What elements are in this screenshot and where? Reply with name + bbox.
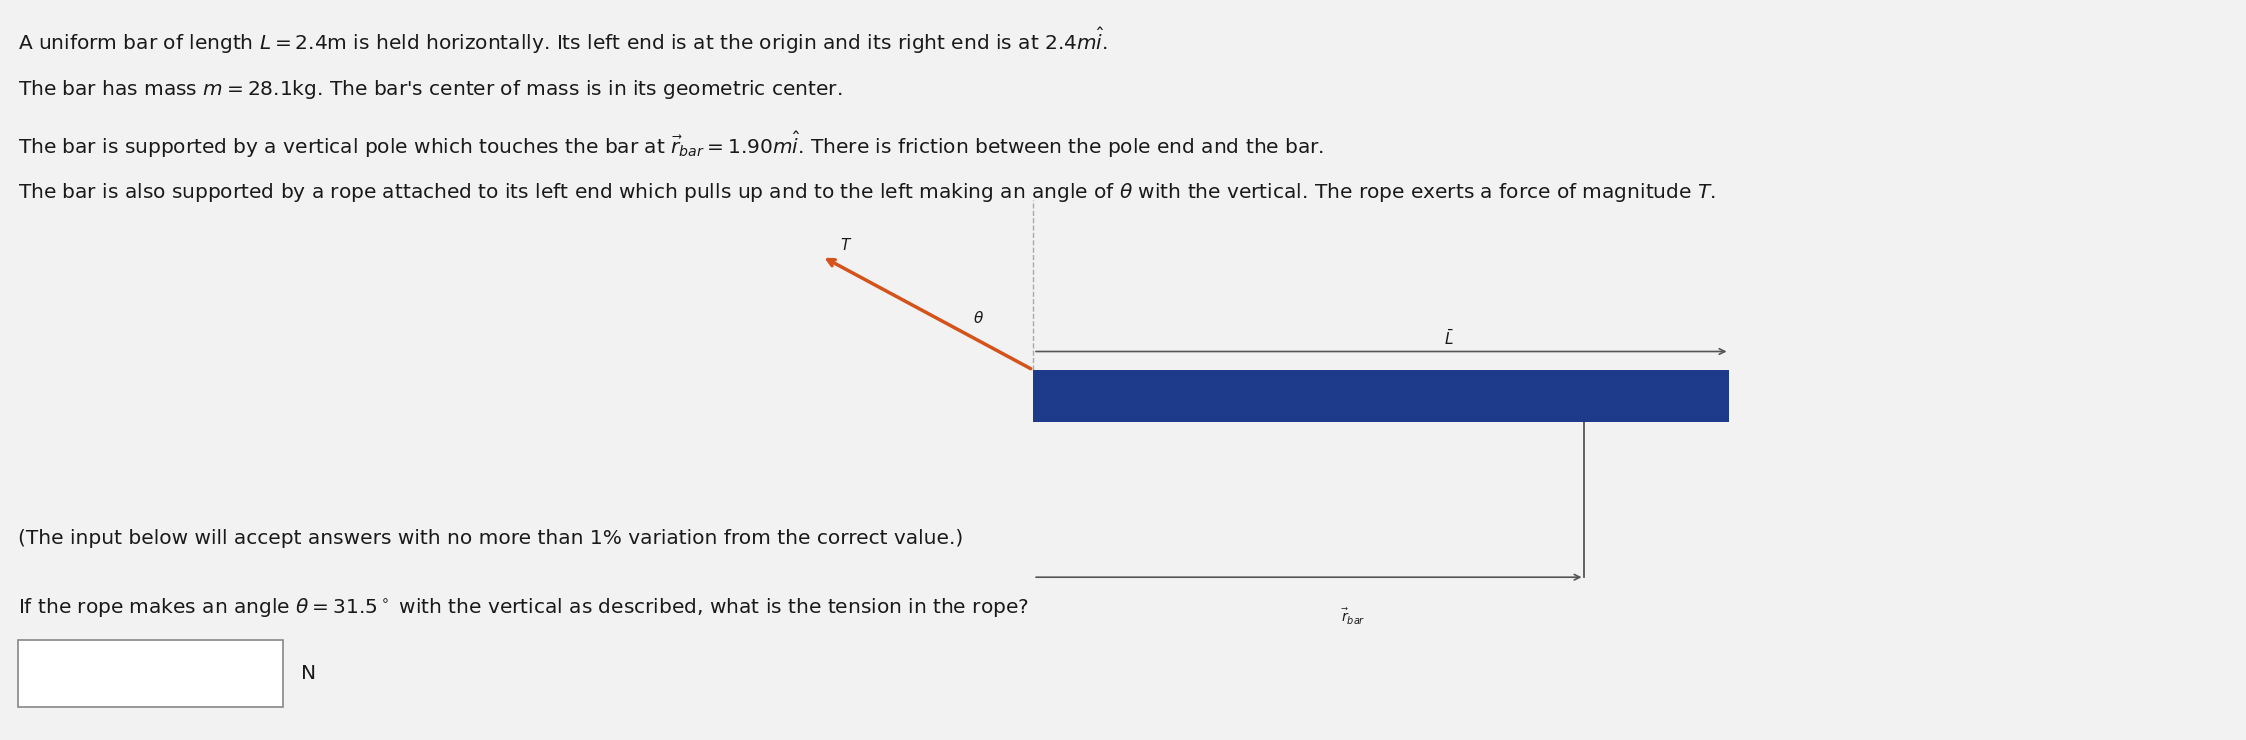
Bar — [1033, 370, 1729, 422]
Text: $\bar{L}$: $\bar{L}$ — [1444, 329, 1453, 348]
Text: $T$: $T$ — [840, 237, 851, 253]
Text: $\theta$: $\theta$ — [973, 310, 984, 326]
Bar — [18, 640, 283, 707]
Text: The bar has mass $m = 28.1$kg. The bar's center of mass is in its geometric cent: The bar has mass $m = 28.1$kg. The bar's… — [18, 78, 842, 101]
Text: If the rope makes an angle $\theta = 31.5^\circ$ with the vertical as described,: If the rope makes an angle $\theta = 31.… — [18, 596, 1029, 619]
Text: A uniform bar of length $L = 2.4$m is held horizontally. Its left end is at the : A uniform bar of length $L = 2.4$m is he… — [18, 26, 1107, 56]
Text: The bar is supported by a vertical pole which touches the bar at $\vec{r}_{bar} : The bar is supported by a vertical pole … — [18, 130, 1325, 160]
Text: (The input below will accept answers with no more than 1% variation from the cor: (The input below will accept answers wit… — [18, 529, 964, 548]
Text: N: N — [301, 664, 317, 683]
Text: $\vec{r}_{bar}$: $\vec{r}_{bar}$ — [1341, 607, 1366, 627]
Text: The bar is also supported by a rope attached to its left end which pulls up and : The bar is also supported by a rope atta… — [18, 181, 1716, 204]
